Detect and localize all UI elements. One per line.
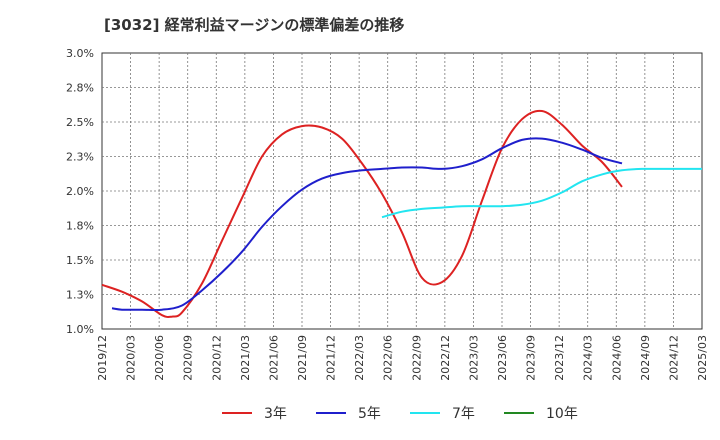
y-tick-label: 2.0% <box>66 185 94 198</box>
y-tick-label: 2.5% <box>66 116 94 129</box>
x-tick-label: 2024/03 <box>582 335 595 381</box>
x-tick-label: 2020/03 <box>125 335 138 381</box>
x-tick-label: 2022/12 <box>439 335 452 381</box>
x-tick-label: 2019/12 <box>96 335 109 381</box>
x-tick-label: 2022/09 <box>410 335 423 381</box>
y-tick-label: 2.3% <box>66 151 94 164</box>
x-tick-label: 2024/09 <box>639 335 652 381</box>
x-tick-label: 2020/12 <box>210 335 223 381</box>
x-tick-label: 2023/06 <box>496 335 509 381</box>
x-tick-label: 2021/06 <box>267 335 280 381</box>
x-tick-label: 2021/03 <box>239 335 252 381</box>
x-tick-label: 2023/03 <box>467 335 480 381</box>
x-tick-label: 2020/06 <box>153 335 166 381</box>
x-tick-label: 2023/12 <box>553 335 566 381</box>
y-tick-label: 3.0% <box>66 47 94 60</box>
series-line-2 <box>111 137 623 312</box>
chart-title: [3032] 経常利益マージンの標準偏差の推移 <box>104 16 405 34</box>
legend-label: 5年 <box>358 406 381 422</box>
x-tick-label: 2021/09 <box>296 335 309 381</box>
y-tick-label: 1.8% <box>66 220 94 233</box>
x-tick-label: 2022/03 <box>353 335 366 381</box>
legend-label: 10年 <box>546 406 578 422</box>
x-tick-label: 2021/12 <box>325 335 338 381</box>
x-tick-label: 2023/09 <box>525 335 538 381</box>
legend-label: 7年 <box>452 406 475 422</box>
y-tick-label: 1.5% <box>66 254 94 267</box>
x-tick-label: 2022/06 <box>382 335 395 381</box>
y-tick-label: 1.3% <box>66 289 94 302</box>
x-tick-label: 2024/06 <box>610 335 623 381</box>
y-tick-label: 1.0% <box>66 323 94 336</box>
x-tick-label: 2020/09 <box>182 335 195 381</box>
x-tick-label: 2025/03 <box>696 335 709 381</box>
y-tick-label: 2.8% <box>66 82 94 95</box>
x-tick-label: 2024/12 <box>667 335 680 381</box>
series-line-1 <box>101 109 623 318</box>
series-line-3 <box>381 167 702 219</box>
legend-label: 3年 <box>264 406 287 422</box>
